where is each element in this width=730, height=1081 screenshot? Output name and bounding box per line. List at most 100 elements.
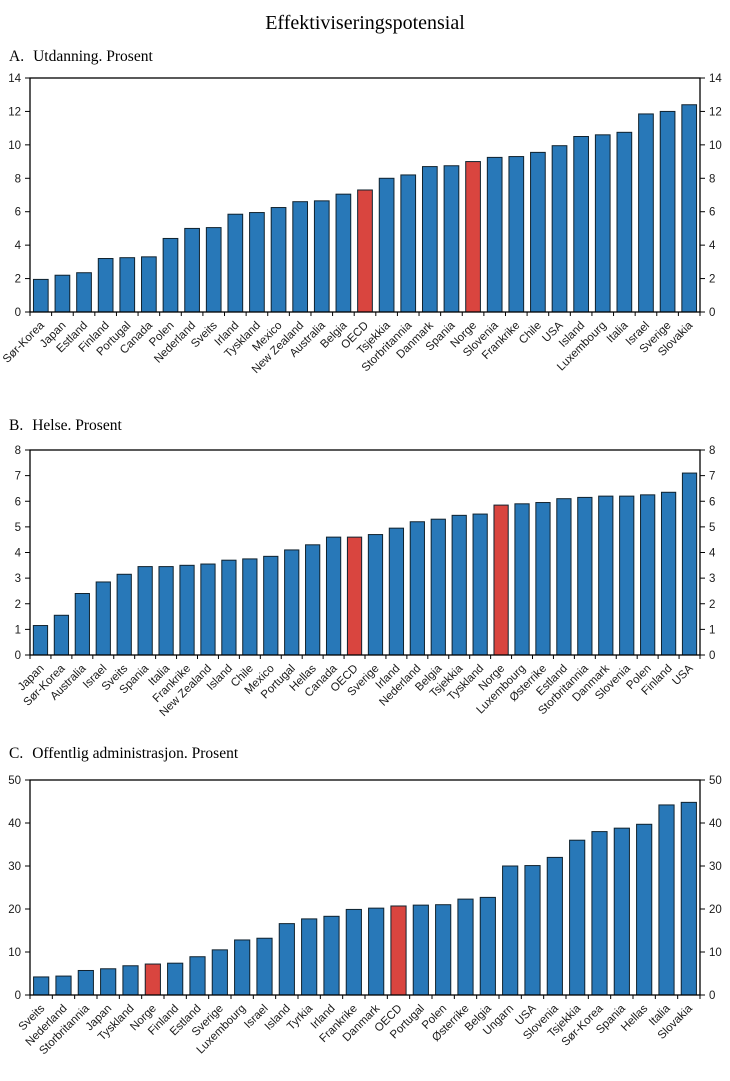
panel-a-subtitle: Utdanning. Prosent	[33, 48, 153, 65]
y-tick-label-left: 4	[15, 240, 22, 252]
bar-frankrike	[508, 156, 525, 313]
bar-ungarn	[502, 865, 519, 996]
bar-slovakia	[680, 801, 697, 996]
y-tick-label-left: 40	[8, 818, 21, 830]
bar-tsjekkia	[569, 839, 586, 996]
bar-chile	[242, 558, 258, 656]
bar-japan	[32, 625, 49, 656]
bar-frankrike	[345, 908, 362, 996]
panel-b-subtitle: Helse. Prosent	[32, 417, 122, 434]
bar-slovakia	[681, 104, 698, 313]
bar-polen	[435, 904, 452, 996]
bar-belgia	[430, 518, 446, 656]
bar-luxembourg	[594, 134, 611, 313]
bar-finland	[97, 258, 114, 313]
bar-usa	[681, 472, 698, 656]
y-tick-label-left: 5	[15, 522, 21, 534]
bar-estland	[189, 956, 206, 996]
y-tick-label-right: 4	[709, 240, 716, 252]
panel-a-label: A.	[9, 48, 25, 65]
plot-frame	[29, 779, 701, 996]
y-tick-label-right: 10	[709, 140, 722, 152]
chart-helse: 0 01 12 23 34 45 56 67 78 8JapanSør-KoreaAustrali…	[15, 445, 716, 719]
y-tick-label-right: 4	[709, 548, 716, 560]
bar-usa	[551, 145, 568, 313]
bar-tyskland	[472, 513, 488, 656]
bar-tsjekkia	[451, 514, 467, 656]
y-tick-label-left: 10	[8, 947, 21, 959]
bar-estland	[556, 498, 572, 656]
bar-oecd	[390, 905, 407, 996]
bar-storbritannia	[77, 969, 94, 996]
panel-c-title: C. Offentlig administrasjon. Prosent	[9, 745, 238, 763]
y-tick-label-right: 14	[709, 73, 722, 85]
bar-frankrike	[179, 564, 195, 656]
bar-hellas	[636, 823, 653, 996]
bar-norge	[144, 963, 161, 996]
category-label-chile: Chile	[517, 320, 544, 347]
bar-australia	[74, 593, 90, 656]
y-tick-label-right: 8	[709, 173, 715, 185]
bar-estland	[76, 272, 92, 313]
y-tick-label-left: 8	[15, 445, 21, 457]
bar-new-zealand	[292, 201, 309, 313]
y-tick-label-right: 10	[709, 947, 722, 959]
bar-finland	[660, 491, 677, 656]
y-tick-label-left: 14	[8, 73, 21, 85]
y-tick-label-right: 3	[709, 573, 715, 585]
bar-israel	[95, 581, 111, 656]
bar-sveits	[33, 976, 50, 996]
bar-danmark	[368, 907, 385, 996]
bar-sverige	[659, 110, 676, 313]
panel-c-label: C.	[9, 745, 24, 762]
bar-italia	[158, 566, 174, 656]
bar-irland	[227, 213, 244, 313]
plot-frame	[29, 449, 701, 656]
bar-norge	[465, 161, 481, 313]
bar-nederland	[184, 227, 200, 313]
y-tick-label-left: 0	[15, 990, 21, 1002]
bar-slovenia	[486, 156, 503, 313]
category-label-usa: USA	[670, 662, 695, 687]
y-tick-label-right: 40	[709, 818, 722, 830]
bar-østerrike	[457, 898, 474, 996]
bar-polen	[640, 494, 656, 656]
y-tick-label-left: 30	[8, 861, 21, 873]
y-tick-label-left: 7	[15, 471, 21, 483]
bar-spania	[137, 566, 153, 656]
bar-chile	[530, 151, 546, 313]
bar-luxembourg	[234, 939, 251, 996]
y-tick-label-left: 12	[8, 106, 21, 118]
bar-portugal	[412, 904, 429, 996]
bar-japan	[54, 274, 71, 313]
bar-sverige	[211, 949, 228, 996]
y-tick-label-right: 0	[709, 650, 715, 662]
bar-tyrkia	[301, 918, 318, 996]
bar-usa	[524, 865, 541, 996]
bar-canada	[141, 256, 157, 313]
bar-tyskland	[122, 965, 139, 996]
y-tick-label-right: 6	[709, 496, 715, 508]
y-tick-label-right: 6	[709, 207, 715, 219]
bar-israel	[256, 937, 273, 996]
category-label-tyrkia: Tyrkia	[285, 1002, 316, 1033]
y-tick-label-left: 6	[15, 496, 21, 508]
y-tick-label-left: 8	[15, 173, 21, 185]
bar-australia	[313, 200, 330, 313]
bar-oecd	[346, 536, 363, 656]
y-tick-label-right: 7	[709, 471, 715, 483]
y-tick-label-left: 0	[15, 307, 21, 319]
bar-new-zealand	[200, 563, 216, 656]
bar-irland	[388, 527, 405, 656]
bar-norge	[493, 504, 509, 656]
y-tick-label-left: 6	[15, 207, 21, 219]
bar-italia	[616, 131, 633, 313]
panel-c-subtitle: Offentlig administrasjon. Prosent	[32, 745, 239, 762]
y-tick-label-right: 2	[709, 274, 715, 286]
bar-japan	[100, 968, 117, 996]
y-tick-label-right: 2	[709, 599, 715, 611]
panel-a-title: A. Utdanning. Prosent	[9, 48, 153, 66]
bar-portugal	[119, 257, 136, 313]
